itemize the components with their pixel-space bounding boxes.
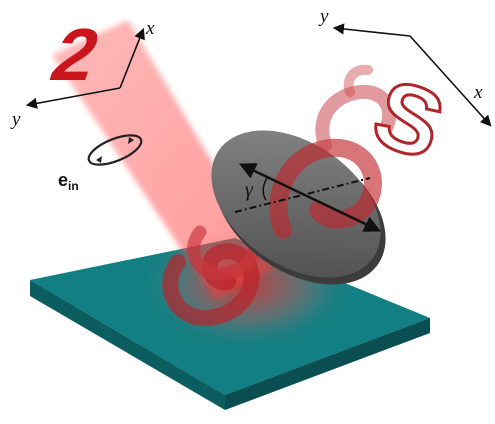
disk-axes: γ — [234, 163, 382, 232]
left-y-axis-label: y — [10, 109, 21, 130]
right-y-axis-label: y — [318, 6, 329, 27]
hologram-s-glyph: S — [360, 58, 457, 180]
right-x-axis-label: x — [473, 82, 483, 103]
left-x-axis-label: x — [145, 18, 155, 39]
rotation-angle-label: γ — [245, 179, 254, 201]
left-coordinate-frame: x y — [10, 18, 155, 130]
hologram-s-icon: S — [359, 57, 459, 182]
input-polarization-symbol: e — [58, 170, 68, 190]
polarization-ellipse-icon — [87, 134, 143, 166]
right-coordinate-frame: y x — [318, 6, 492, 127]
input-polarization-label: ein — [58, 170, 79, 193]
input-polarization-subscript: in — [68, 179, 79, 193]
